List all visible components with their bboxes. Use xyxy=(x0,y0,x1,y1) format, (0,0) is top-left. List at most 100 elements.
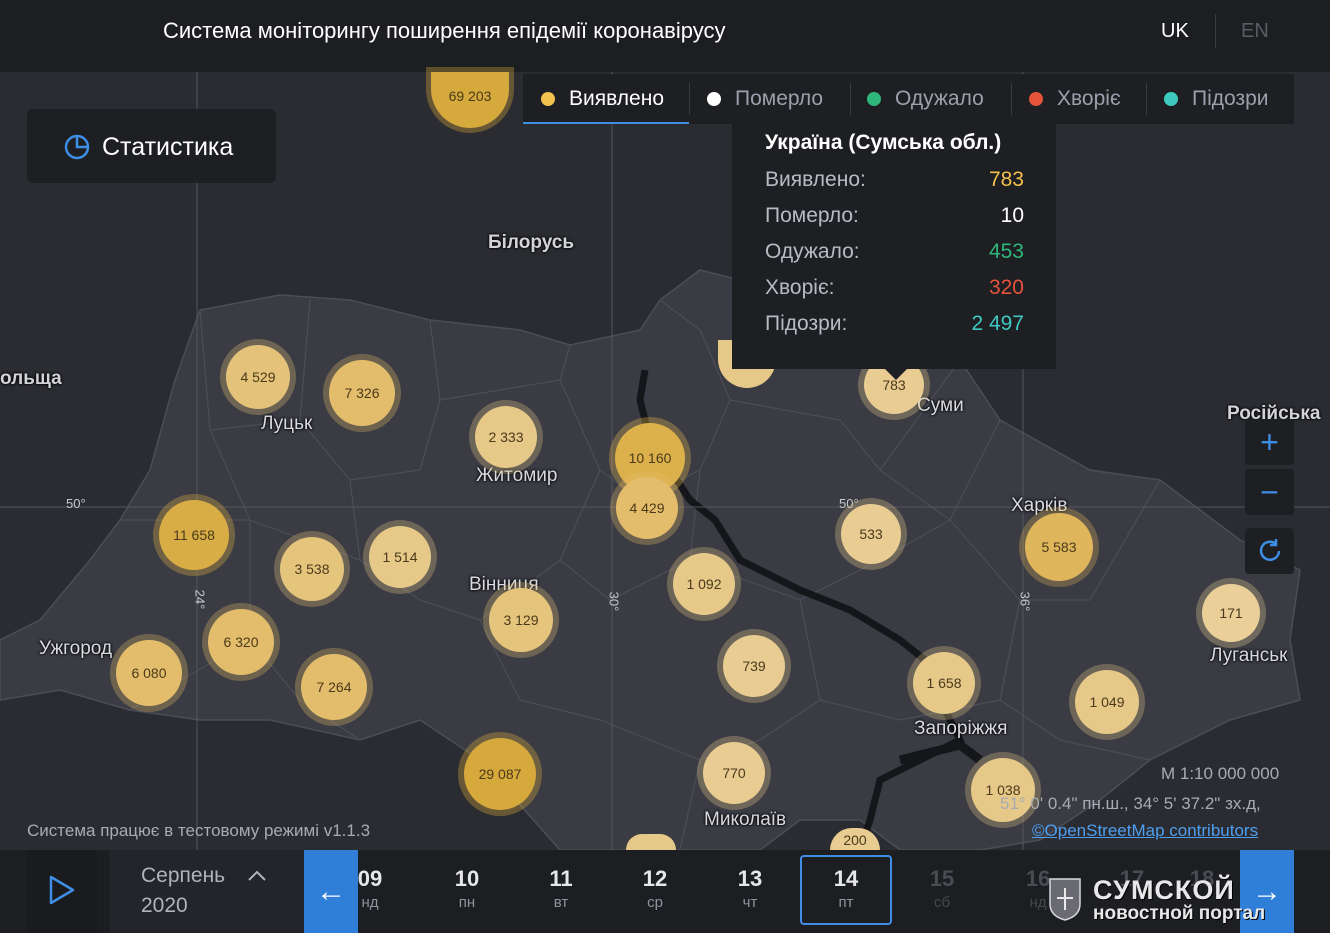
tab-divider xyxy=(850,83,851,115)
lang-en-button[interactable]: EN xyxy=(1241,20,1269,42)
day-cell[interactable]: 13 чт xyxy=(737,866,763,911)
year-label: 2020 xyxy=(141,894,188,917)
cluster-marker[interactable]: 7 326 xyxy=(329,360,395,426)
zoom-in-button[interactable]: + xyxy=(1245,419,1294,465)
refresh-icon xyxy=(1259,539,1280,561)
cluster-marker[interactable]: 1 049 xyxy=(1075,670,1139,734)
place-label: Білорусь xyxy=(488,232,575,253)
cluster-marker[interactable]: 11 658 xyxy=(159,500,229,570)
arrow-left-icon: ← xyxy=(316,874,346,908)
place-label: Ужгород xyxy=(39,638,113,659)
tab-sick[interactable]: Хворіє xyxy=(1029,74,1121,124)
grid-label-24: 24° xyxy=(192,589,208,610)
day-cell[interactable]: 09 нд xyxy=(357,866,383,911)
cluster-marker[interactable]: 4 529 xyxy=(226,345,290,409)
place-label: Запоріжжя xyxy=(914,718,1008,739)
dot-icon xyxy=(867,92,881,106)
test-mode-note: Система працює в тестовому режимі v1.1.3 xyxy=(27,821,371,840)
tab-divider xyxy=(1146,83,1147,115)
cluster-marker[interactable]: 3 129 xyxy=(489,588,553,652)
prev-day-button[interactable]: ← xyxy=(304,850,358,933)
tab-detected[interactable]: Виявлено xyxy=(541,74,664,124)
cluster-marker[interactable]: 7 264 xyxy=(301,654,367,720)
day-cell-selected[interactable]: 14 пт xyxy=(833,866,859,911)
active-tab-indicator xyxy=(523,122,689,124)
plus-icon: + xyxy=(1260,423,1279,460)
play-button[interactable] xyxy=(27,850,97,933)
place-label: Луцьк xyxy=(261,413,313,434)
dot-icon xyxy=(541,92,555,106)
lang-divider xyxy=(1215,14,1216,48)
reset-view-button[interactable] xyxy=(1245,528,1294,574)
next-day-button[interactable]: → xyxy=(1240,850,1294,933)
cluster-marker[interactable]: 5 583 xyxy=(1025,513,1093,581)
month-label: Серпень xyxy=(141,864,226,887)
selected-day-highlight xyxy=(800,855,892,925)
cluster-marker[interactable]: 6 320 xyxy=(208,609,274,675)
cluster-marker[interactable]: 1 038 xyxy=(971,758,1035,822)
statistics-button[interactable] xyxy=(27,109,276,183)
arrow-right-icon: → xyxy=(1252,874,1282,908)
place-label: Миколаїв xyxy=(704,809,787,830)
map-scale: М 1:10 000 000 xyxy=(1161,764,1280,783)
tooltip-row-recovered: Одужало: 453 xyxy=(765,240,1024,263)
grid-label-36: 36° xyxy=(1017,591,1033,612)
watermark-title: СУМСКОЙ xyxy=(1093,875,1235,905)
grid-label-50-west: 50° xyxy=(66,496,86,511)
day-cell[interactable]: 10 пн xyxy=(454,866,480,911)
osm-attribution-link[interactable]: ©OpenStreetMap contributors xyxy=(1032,821,1259,840)
tooltip-row-detected: Виявлено: 783 xyxy=(765,168,1024,191)
statistics-label: Статистика xyxy=(102,133,234,161)
cluster-marker[interactable]: 3 538 xyxy=(280,537,344,601)
play-icon xyxy=(49,875,75,905)
cluster-marker[interactable]: 6 080 xyxy=(116,640,182,706)
cluster-marker[interactable] xyxy=(626,834,676,850)
watermark-shield-icon xyxy=(1049,878,1081,921)
day-cell[interactable]: 11 вт xyxy=(549,866,573,911)
cluster-marker[interactable]: 533 xyxy=(841,504,901,564)
cluster-marker[interactable]: 200 xyxy=(830,828,880,850)
day-cell[interactable]: 15 сб xyxy=(929,866,955,911)
lang-uk-button[interactable]: UK xyxy=(1161,20,1189,42)
page-title: Система моніторингу поширення епідемії к… xyxy=(163,18,726,43)
tab-recovered[interactable]: Одужало xyxy=(867,74,984,124)
tab-suspected[interactable]: Підозри xyxy=(1164,74,1269,124)
cluster-marker[interactable]: 29 087 xyxy=(464,738,536,810)
chevron-up-icon xyxy=(248,870,266,881)
tooltip-arrow xyxy=(884,368,908,380)
tab-died[interactable]: Померло xyxy=(707,74,823,124)
place-label: Харків xyxy=(1011,495,1068,516)
cluster-marker[interactable]: 4 429 xyxy=(616,477,678,539)
cluster-marker[interactable]: 770 xyxy=(703,742,765,804)
pie-chart-icon xyxy=(64,134,90,160)
region-tooltip xyxy=(732,123,1056,369)
dot-icon xyxy=(1029,92,1043,106)
tooltip-title: Україна (Сумська обл.) xyxy=(765,131,1002,154)
place-label: ольща xyxy=(0,368,62,389)
place-label: Суми xyxy=(917,395,964,416)
cluster-marker[interactable]: 1 092 xyxy=(673,553,735,615)
day-cell[interactable]: 18 xyxy=(1189,866,1215,891)
day-cell[interactable]: 17 xyxy=(1119,866,1145,891)
tab-divider xyxy=(1011,83,1012,115)
grid-label-30: 30° xyxy=(606,591,622,612)
grid-label-50-east: 50° xyxy=(839,496,859,511)
header-bar xyxy=(0,0,1330,72)
watermark-subtitle: новостной портал xyxy=(1093,903,1266,924)
tooltip-row-died: Померло: 10 xyxy=(765,204,1024,227)
tooltip-row-suspected: Підозри: 2 497 xyxy=(765,312,1024,335)
day-cell[interactable]: 16 нд xyxy=(1025,866,1051,911)
cluster-marker[interactable]: 1 658 xyxy=(913,652,975,714)
month-selector[interactable] xyxy=(110,850,304,933)
cursor-coordinates: 51° 0' 0.4" пн.ш., 34° 5' 37.2" зх.д, xyxy=(1000,794,1261,813)
zoom-out-button[interactable]: − xyxy=(1245,469,1294,515)
tab-divider xyxy=(689,83,690,115)
dot-icon xyxy=(1164,92,1178,106)
cluster-marker[interactable]: 2 333 xyxy=(475,406,537,468)
dot-icon xyxy=(707,92,721,106)
place-label: Житомир xyxy=(476,465,558,486)
cluster-marker[interactable]: 1 514 xyxy=(369,526,431,588)
cluster-marker[interactable]: 171 xyxy=(1202,584,1260,642)
cluster-marker[interactable]: 739 xyxy=(723,635,785,697)
day-cell[interactable]: 12 ср xyxy=(642,866,668,911)
